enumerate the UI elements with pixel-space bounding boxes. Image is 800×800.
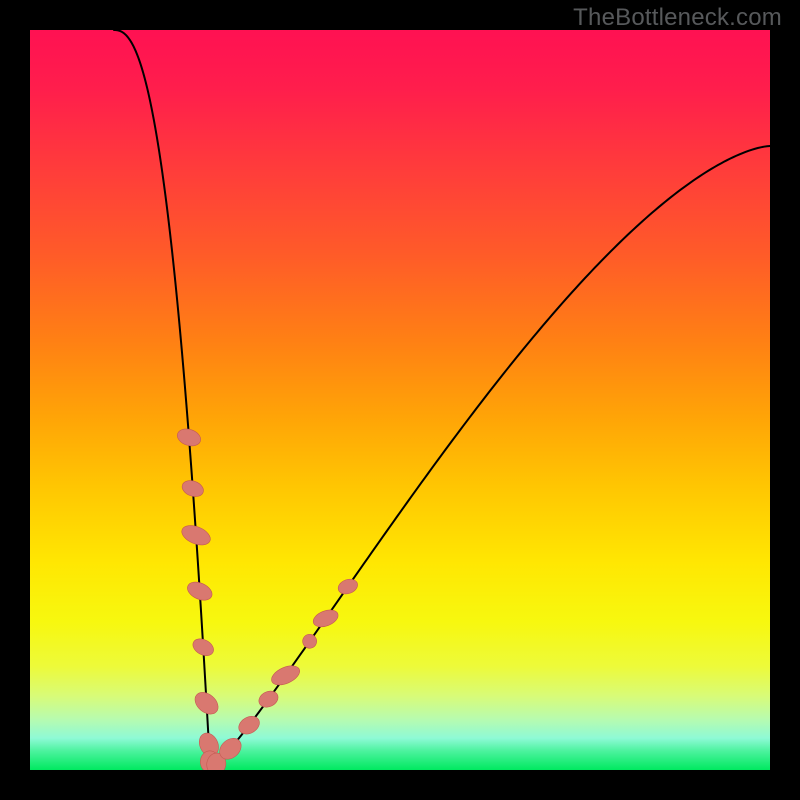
plot-area: [30, 30, 770, 770]
stage: TheBottleneck.com: [0, 0, 800, 800]
bottleneck-chart: [30, 30, 770, 770]
watermark-text: TheBottleneck.com: [573, 4, 782, 32]
gradient-background: [30, 30, 770, 770]
